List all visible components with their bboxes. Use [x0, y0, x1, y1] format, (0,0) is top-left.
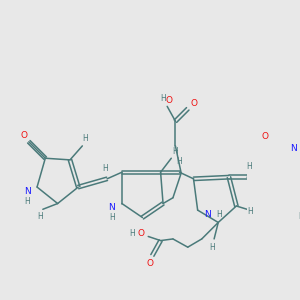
- Text: H: H: [130, 230, 136, 238]
- Text: H: H: [103, 164, 108, 172]
- Text: H: H: [109, 213, 115, 222]
- Text: O: O: [137, 230, 144, 238]
- Text: O: O: [165, 96, 172, 105]
- Text: O: O: [190, 99, 197, 108]
- Text: N: N: [204, 210, 211, 219]
- Text: H: H: [160, 94, 166, 103]
- Text: O: O: [146, 259, 153, 268]
- Text: N: N: [109, 203, 116, 212]
- Text: N: N: [291, 144, 297, 153]
- Text: H: H: [82, 134, 88, 143]
- Text: O: O: [20, 131, 27, 140]
- Text: H: H: [216, 210, 222, 219]
- Text: H: H: [246, 162, 252, 171]
- Text: H: H: [24, 196, 30, 206]
- Text: H: H: [298, 212, 300, 221]
- Text: H: H: [209, 243, 214, 252]
- Text: N: N: [24, 187, 31, 196]
- Text: H: H: [38, 212, 43, 221]
- Text: H: H: [172, 147, 178, 156]
- Text: H: H: [177, 157, 182, 166]
- Text: O: O: [262, 131, 269, 140]
- Text: H: H: [248, 207, 253, 216]
